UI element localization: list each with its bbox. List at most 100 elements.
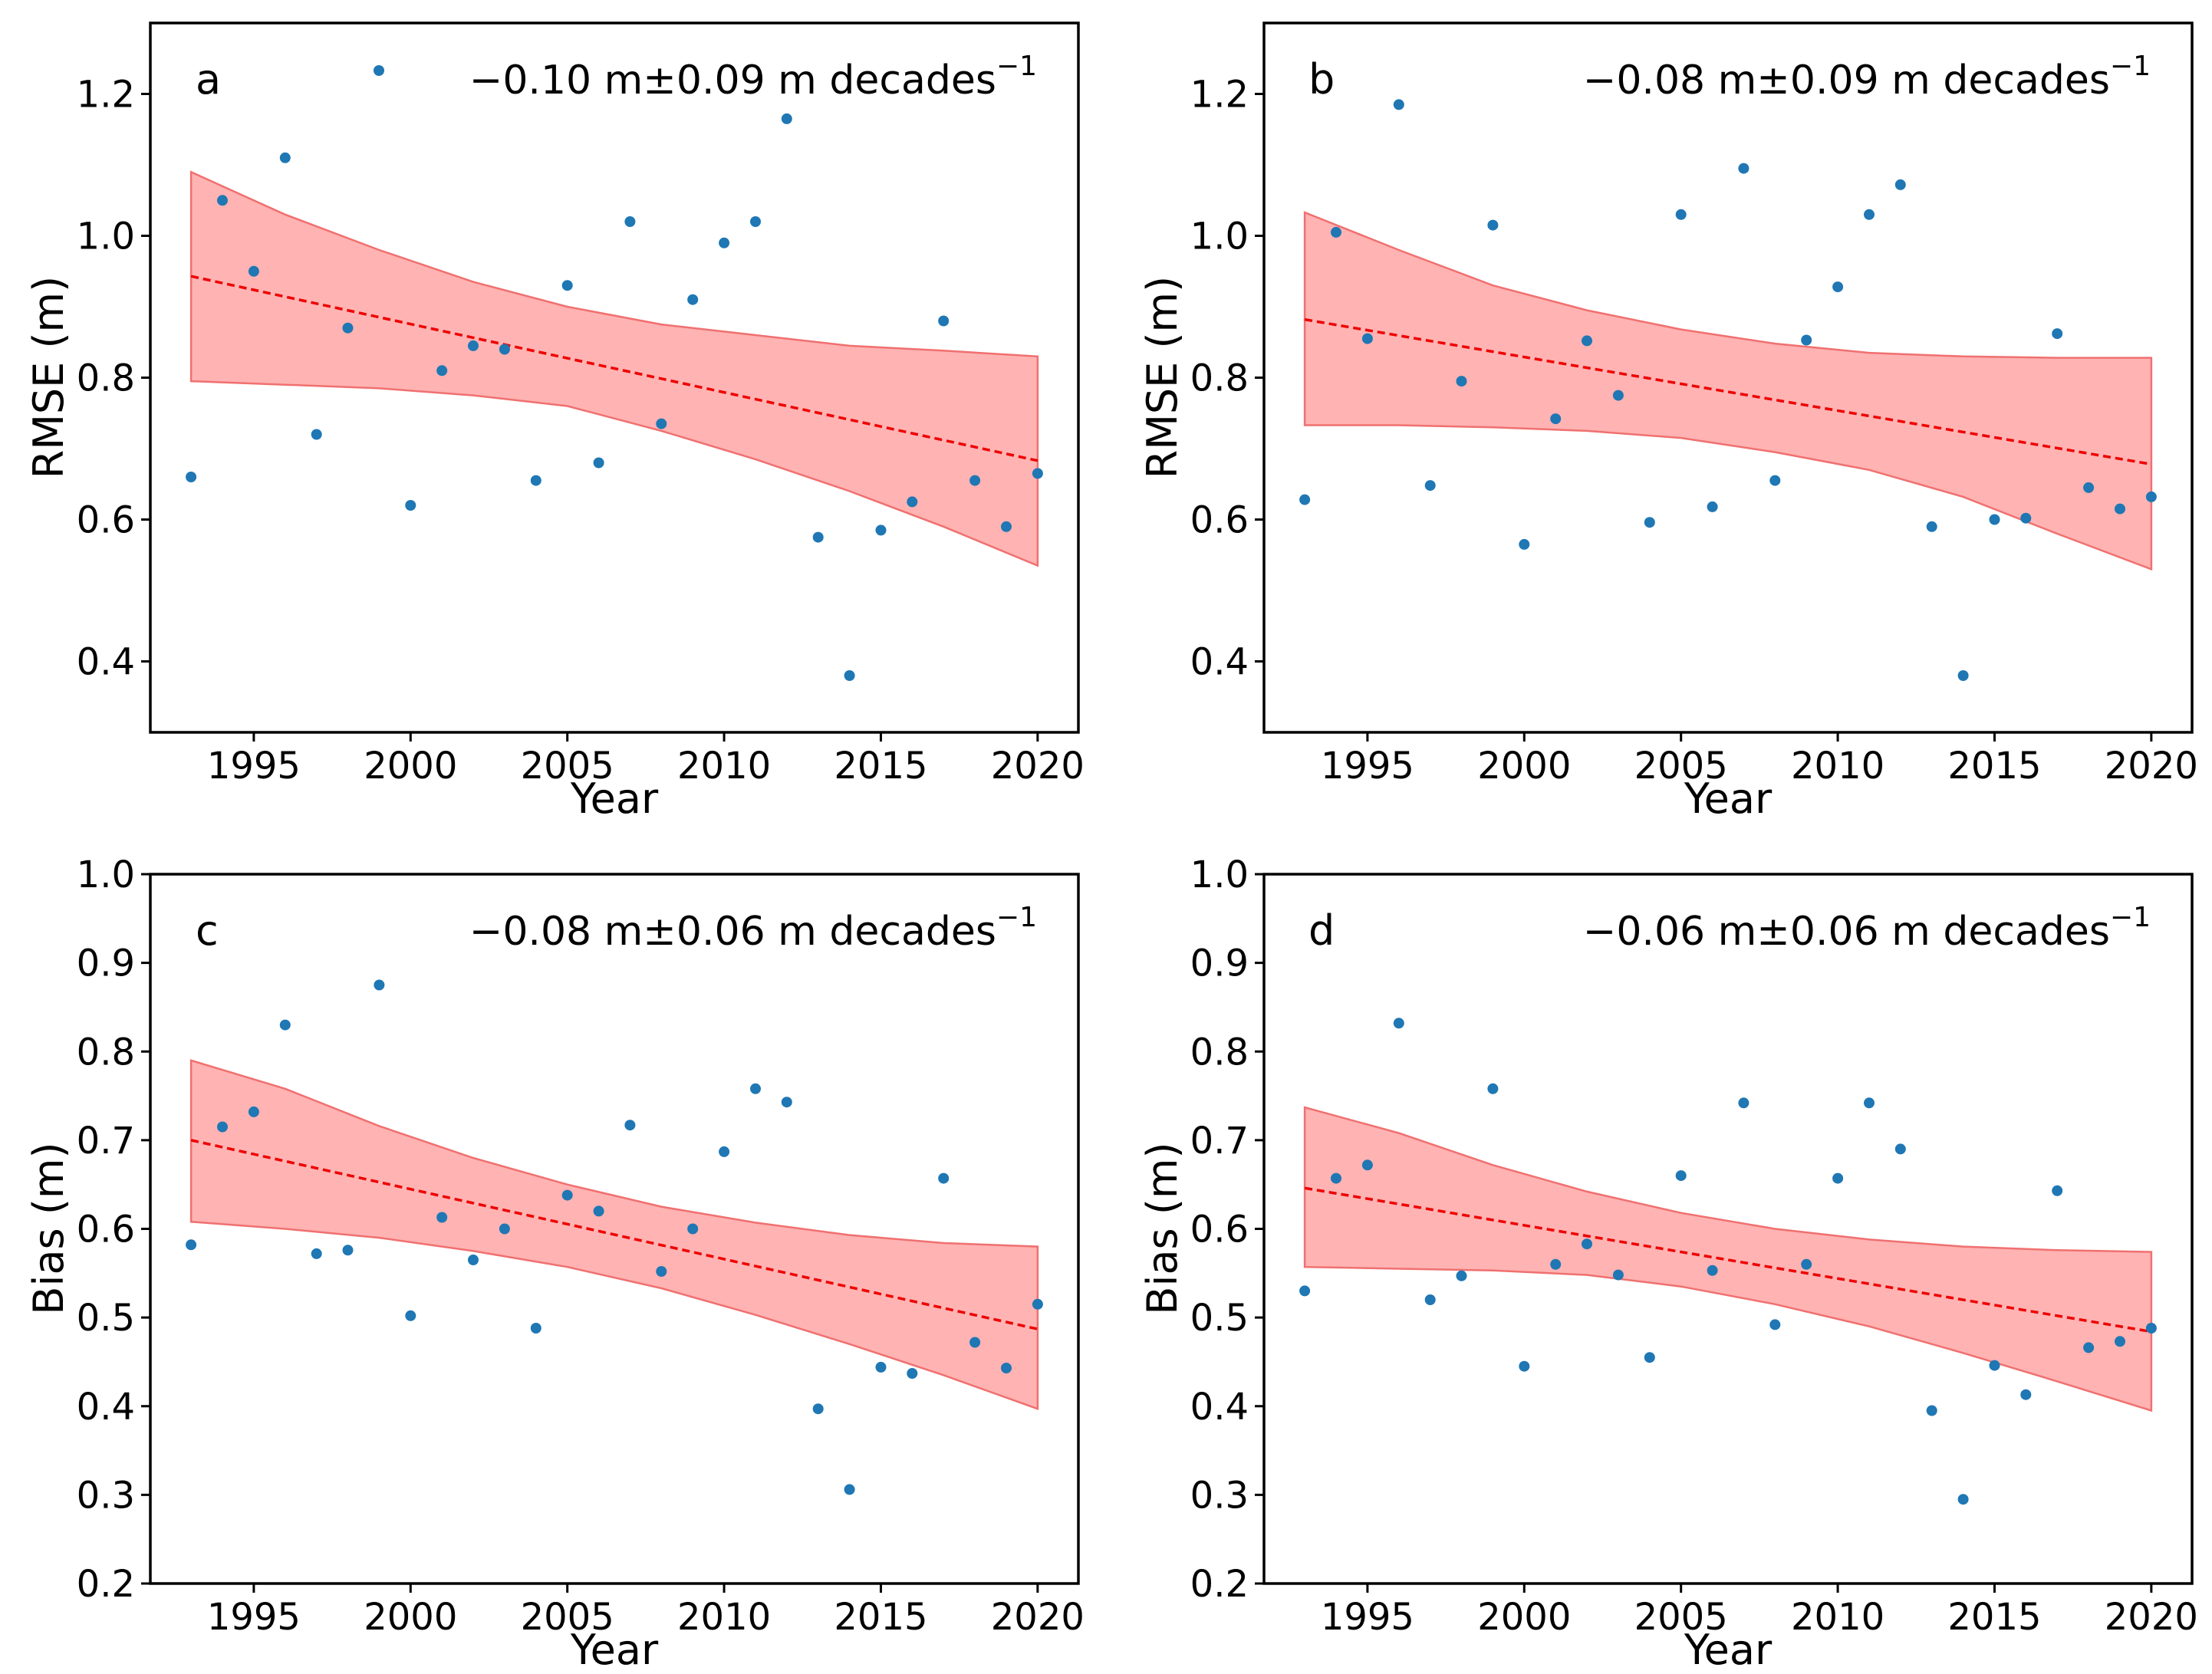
panel-c-x-tick-label: 2020: [991, 1596, 1085, 1639]
panel-c-data-point: [248, 1106, 259, 1117]
panel-c-data-point: [938, 1172, 950, 1184]
panel-d-ticks-layer: 1995 2000 2005 2010 2015 2020 0.2 0.3 0.4 0.5 0.6 0…: [1190, 853, 2198, 1639]
panel-d-points-layer: [1299, 1018, 2157, 1505]
panel-a-x-tick-label: 2000: [364, 745, 457, 788]
panel-b-data-point: [1487, 219, 1499, 231]
panel-a-data-point: [248, 265, 259, 277]
panel-b-data-point: [1894, 179, 1906, 190]
panel-d-data-point: [1707, 1265, 1718, 1276]
panel-d-y-tick-label: 0.4: [1190, 1386, 1249, 1429]
panel-d-y-tick-label: 0.7: [1190, 1120, 1249, 1163]
panel-d-label: d: [1308, 906, 1335, 955]
panel-d-data-point: [1864, 1097, 1875, 1109]
panel-d-data-point: [1957, 1494, 1969, 1505]
panel-c-data-point: [186, 1239, 197, 1251]
panel-b-ticks-layer: 1995 2000 2005 2010 2015 2020 0.4 0.6 0.8 1.0 1.2: [1190, 74, 2198, 788]
panel-a-data-point: [593, 457, 604, 469]
panel-d-x-tick-label: 2020: [2105, 1596, 2198, 1639]
panel-a-data-point: [311, 429, 322, 440]
panel-b-data-point: [1738, 163, 1750, 174]
panel-d-data-point: [1424, 1294, 1436, 1305]
panel-d-data-point: [1644, 1352, 1655, 1363]
panel-c-data-point: [530, 1323, 541, 1334]
panel-a-y-tick-label: 0.8: [77, 357, 135, 400]
panel-c-x-tick-label: 1995: [207, 1596, 301, 1639]
panel-d-data-point: [1738, 1097, 1750, 1109]
panel-b-confidence-band-layer: [1303, 211, 2153, 571]
panel-c-data-point: [499, 1223, 510, 1235]
panel-d-data-point: [1769, 1319, 1781, 1330]
panel-d-data-point: [1519, 1360, 1530, 1372]
panel-b-data-point: [1550, 413, 1562, 425]
panel-b-data-point: [1331, 226, 1341, 238]
panel-b-data-point: [1707, 501, 1718, 512]
panel-d-confidence-band-layer: [1303, 1106, 2153, 1413]
panel-b-points-layer: [1299, 99, 2157, 681]
panel-b-x-tick-label: 2005: [1634, 745, 1728, 788]
panel-d-data-point: [1361, 1159, 1373, 1171]
panel-b-y-tick-label: 0.6: [1190, 499, 1249, 542]
panel-c-x-axis-label: Year: [570, 1626, 659, 1674]
panel-c-y-tick-label: 0.7: [77, 1120, 135, 1163]
panel-b-data-point: [1644, 517, 1655, 528]
panel-b-data-point: [1456, 376, 1467, 387]
panel-b-y-axis-label: RMSE (m): [1138, 276, 1187, 479]
panel-b-x-tick-label: 2015: [1947, 745, 2041, 788]
panel-a-trend-line: [190, 275, 1039, 462]
panel-b-data-point: [1582, 335, 1592, 347]
panel-c-trend-line: [190, 1139, 1039, 1330]
panel-b-data-point: [2083, 482, 2095, 493]
panel-d-y-tick-label: 0.2: [1190, 1563, 1249, 1606]
panel-d-data-point: [1989, 1360, 2000, 1371]
panel-b-data-point: [1519, 538, 1530, 550]
panel-d-trend-annotation: −0.06 m±0.06 m decades−1: [1583, 902, 2151, 955]
panel-a-data-point: [499, 344, 510, 355]
panel-d-x-tick-label: 2005: [1634, 1596, 1728, 1639]
panel-b-frame: [1262, 21, 2194, 734]
panel-b-x-axis-label: Year: [1684, 775, 1773, 823]
panel-b-trend-text: −0.08 m±0.09 m decades: [1583, 58, 2110, 104]
panel-d-data-point: [2145, 1323, 2157, 1334]
panel-d-data-point: [1582, 1238, 1592, 1250]
panel-b-data-point: [2052, 328, 2063, 340]
panel-b-y-tick-label: 0.8: [1190, 357, 1249, 400]
panel-c-data-point: [624, 1120, 636, 1131]
panel-c-y-axis-label: Bias (m): [25, 1142, 73, 1314]
panel-b-y-tick-label: 1.2: [1190, 74, 1249, 117]
panel-d-y-tick-label: 0.8: [1190, 1031, 1249, 1074]
panel-d-data-point: [1926, 1405, 1937, 1416]
panel-b-data-point: [2020, 512, 2032, 524]
panel-b-x-tick-label: 2020: [2105, 745, 2198, 788]
panel-b-data-point: [1361, 333, 1373, 344]
panel-b-data-point: [1299, 494, 1311, 505]
panel-b-trend-line: [1304, 317, 2152, 466]
panel-a-data-point: [750, 216, 761, 227]
panel-c-y-tick-label: 0.5: [77, 1297, 135, 1340]
panel-c-data-point: [1001, 1363, 1012, 1373]
panel-d-frame: [1262, 873, 2194, 1585]
panel-b-confidence-band: [1303, 211, 2153, 571]
panel-a-data-point: [561, 280, 573, 291]
panel-d-data-point: [1393, 1018, 1404, 1029]
panel-c-data-point: [969, 1337, 981, 1348]
panel-c-points-layer: [186, 979, 1043, 1495]
panel-a-data-point: [1001, 521, 1012, 532]
panel-c-x-tick-label: 2000: [364, 1596, 457, 1639]
panel-a-data-point: [405, 500, 416, 511]
panel-a: 1995 2000 2005 2010 2015 20200.40.60.81.01.2 …: [25, 21, 1085, 823]
panel-c-y-tick-label: 0.8: [77, 1031, 135, 1074]
panel-c-data-point: [311, 1248, 322, 1259]
panel-a-data-point: [812, 531, 824, 543]
panel-a-x-tick-label: 2010: [677, 745, 771, 788]
panel-d-y-tick-label: 0.3: [1190, 1474, 1249, 1517]
panel-c-data-point: [719, 1146, 730, 1157]
panel-d-y-tick-label: 0.9: [1190, 942, 1249, 985]
panel-a-data-point: [938, 315, 950, 327]
panel-a-data-point: [844, 670, 855, 681]
panel-a-data-point: [687, 294, 699, 305]
panel-d-data-point: [1894, 1143, 1906, 1155]
panel-c-y-tick-label: 0.6: [77, 1209, 135, 1251]
panel-b-data-point: [2145, 491, 2157, 502]
panel-a-x-tick-label: 2020: [991, 745, 1085, 788]
panel-c-data-point: [405, 1310, 416, 1321]
